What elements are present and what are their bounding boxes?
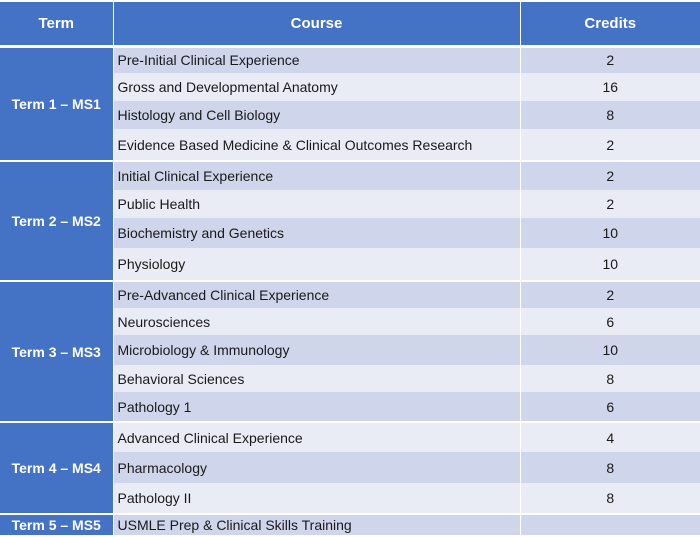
course-credits: 8 xyxy=(520,101,700,129)
course-name: Neurosciences xyxy=(113,308,521,335)
course-name: Biochemistry and Genetics xyxy=(113,218,521,248)
course-credits: 8 xyxy=(520,365,700,392)
header-course: Course xyxy=(113,2,521,48)
table-row: Public Health 2 xyxy=(0,190,700,218)
course-credits: 10 xyxy=(520,335,700,365)
table-row: Biochemistry and Genetics 10 xyxy=(0,218,700,248)
term-label: Term 3 – MS3 xyxy=(0,281,114,423)
term-label: Term 5 – MS5 xyxy=(0,514,114,537)
course-name: Public Health xyxy=(113,190,521,218)
table-row: Behavioral Sciences 8 xyxy=(0,365,700,392)
course-name: Pre-Initial Clinical Experience xyxy=(113,46,521,73)
table-row: Physiology 10 xyxy=(0,248,700,282)
course-name: Microbiology & Immunology xyxy=(113,335,521,365)
term-label: Term 4 – MS4 xyxy=(0,422,114,515)
course-credits: 2 xyxy=(520,161,700,190)
course-name: Evidence Based Medicine & Clinical Outco… xyxy=(113,129,521,162)
course-credits: 2 xyxy=(520,190,700,218)
course-credits: 2 xyxy=(520,129,700,162)
course-name: Pharmacology xyxy=(113,452,521,483)
course-name: Pathology II xyxy=(113,483,521,515)
course-name: Physiology xyxy=(113,248,521,282)
course-credits: 6 xyxy=(520,392,700,423)
table-row: Histology and Cell Biology 8 xyxy=(0,101,700,129)
course-name: Behavioral Sciences xyxy=(113,365,521,392)
course-credits: 10 xyxy=(520,218,700,248)
header-row: Term Course Credits xyxy=(0,2,700,48)
course-name: Pre-Advanced Clinical Experience xyxy=(113,281,521,308)
table-row: Term 2 – MS2 Initial Clinical Experience 2 xyxy=(0,161,700,282)
course-credits: 16 xyxy=(520,73,700,101)
course-credits: 8 xyxy=(520,483,700,515)
course-name: Initial Clinical Experience xyxy=(113,161,521,190)
term-label: Term 2 – MS2 xyxy=(0,161,114,282)
course-name: Advanced Clinical Experience xyxy=(113,422,521,452)
course-credits: 2 xyxy=(520,281,700,308)
course-credits: 6 xyxy=(520,308,700,335)
course-credits xyxy=(520,514,700,537)
table-row: Microbiology & Immunology 10 xyxy=(0,335,700,365)
table-row: Neurosciences 6 xyxy=(0,308,700,335)
header-term: Term xyxy=(0,2,114,48)
table-row: Term 1 – MS1 Pre-Initial Clinical Experie… xyxy=(0,46,700,162)
course-credits: 8 xyxy=(520,452,700,483)
table-row: Term 4 – MS4 Advanced Clinical Experience… xyxy=(0,422,700,515)
course-name: Pathology 1 xyxy=(113,392,521,423)
course-credits: 2 xyxy=(520,46,700,73)
course-name: Gross and Developmental Anatomy xyxy=(113,73,521,101)
table-row: Pharmacology 8 xyxy=(0,452,700,483)
table-body: Term 1 – MS1 Pre-Initial Clinical Experie… xyxy=(0,46,700,537)
table-row: Gross and Developmental Anatomy 16 xyxy=(0,73,700,101)
course-name: Histology and Cell Biology xyxy=(113,101,521,129)
course-name: USMLE Prep & Clinical Skills Training xyxy=(113,514,521,537)
table-row: Evidence Based Medicine & Clinical Outco… xyxy=(0,129,700,162)
course-credits: 4 xyxy=(520,422,700,452)
course-credits: 10 xyxy=(520,248,700,282)
table-row: Term 3 – MS3 Pre-Advanced Clinical Experi… xyxy=(0,281,700,423)
term-label: Term 1 – MS1 xyxy=(0,46,114,162)
header-credits: Credits xyxy=(520,2,700,48)
table-row: Pathology II 8 xyxy=(0,483,700,515)
table-row: Term 5 – MS5 USMLE Prep & Clinical Skills… xyxy=(0,514,700,537)
